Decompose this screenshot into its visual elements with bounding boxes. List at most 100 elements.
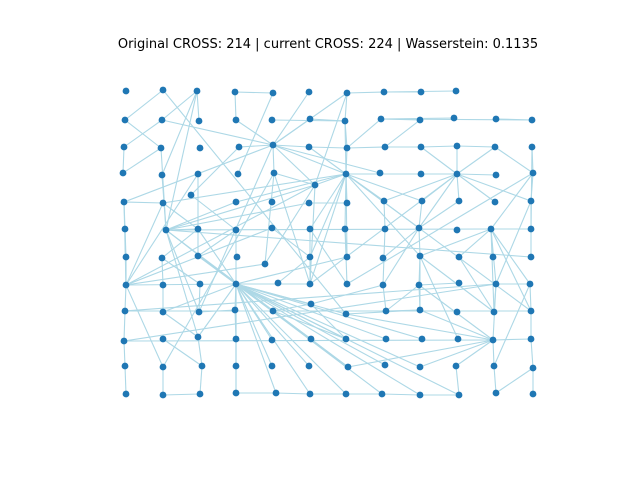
graph-edge bbox=[273, 172, 316, 186]
graph-node bbox=[235, 143, 243, 151]
graph-edge bbox=[161, 257, 201, 285]
graph-edge bbox=[165, 184, 316, 231]
graph-node bbox=[492, 389, 500, 397]
graph-edge bbox=[165, 90, 198, 231]
graph-edge bbox=[275, 392, 311, 395]
graph-edge bbox=[345, 173, 421, 257]
graph-edge bbox=[418, 284, 421, 311]
graph-edge bbox=[165, 228, 492, 231]
graph-node bbox=[492, 171, 500, 179]
graph-node bbox=[490, 308, 498, 316]
graph-edge bbox=[272, 144, 316, 186]
graph-edge bbox=[124, 365, 127, 395]
graph-edge bbox=[418, 173, 458, 229]
graph-node bbox=[527, 307, 535, 315]
graph-edge bbox=[347, 339, 494, 368]
graph-edge bbox=[530, 338, 534, 369]
graph-node bbox=[416, 116, 424, 124]
graph-edge bbox=[264, 172, 275, 265]
graph-node bbox=[381, 143, 389, 151]
graph-edge bbox=[162, 89, 347, 315]
graph-node bbox=[122, 281, 130, 289]
graph-node bbox=[452, 362, 460, 370]
graph-edge bbox=[309, 173, 347, 230]
graph-node bbox=[342, 390, 350, 398]
graph-node bbox=[527, 253, 535, 261]
graph-edge bbox=[419, 339, 494, 368]
graph-node bbox=[232, 226, 240, 234]
graph-edge bbox=[492, 338, 532, 341]
graph-node bbox=[121, 116, 129, 124]
graph-edge bbox=[235, 283, 273, 367]
graph-node bbox=[379, 281, 387, 289]
graph-node bbox=[121, 307, 129, 315]
graph-edge bbox=[344, 120, 348, 149]
graph-node bbox=[268, 336, 276, 344]
graph-edge bbox=[198, 309, 236, 313]
graph-edge bbox=[235, 283, 386, 366]
graph-edge bbox=[161, 119, 274, 146]
graph-node bbox=[418, 197, 426, 205]
graph-node bbox=[342, 335, 350, 343]
graph-node bbox=[416, 306, 424, 314]
graph-node bbox=[492, 115, 500, 123]
graph-edge bbox=[346, 172, 534, 285]
graph-edge bbox=[161, 90, 198, 121]
graph-edge bbox=[123, 283, 497, 342]
graph-node bbox=[159, 335, 167, 343]
graph-node bbox=[231, 306, 239, 314]
graph-node bbox=[528, 143, 536, 151]
graph-edge bbox=[529, 283, 532, 312]
graph-edge bbox=[385, 309, 421, 312]
graph-node bbox=[341, 225, 349, 233]
graph-edge bbox=[124, 228, 127, 258]
graph-node bbox=[122, 87, 130, 95]
graph-edge bbox=[234, 91, 274, 94]
graph-node bbox=[529, 390, 537, 398]
graph-node bbox=[492, 280, 500, 288]
graph-edge bbox=[162, 173, 347, 204]
graph-edge bbox=[382, 227, 420, 286]
graph-edge bbox=[495, 118, 533, 121]
graph-edge bbox=[197, 228, 237, 285]
graph-node bbox=[455, 391, 463, 399]
graph-edge bbox=[419, 309, 494, 341]
graph-edge bbox=[490, 228, 531, 285]
graph-node bbox=[274, 279, 282, 287]
graph-edge bbox=[122, 147, 162, 174]
graph-edge bbox=[161, 228, 199, 259]
graph-edge bbox=[383, 173, 458, 202]
graph-edge bbox=[495, 367, 534, 394]
graph-node bbox=[232, 335, 240, 343]
graph-edge bbox=[456, 145, 496, 148]
graph-edge bbox=[494, 146, 534, 174]
graph-edge bbox=[490, 172, 534, 230]
graph-node bbox=[119, 169, 127, 177]
graph-edge bbox=[314, 92, 348, 186]
graph-node bbox=[529, 169, 537, 177]
graph-edge bbox=[162, 311, 199, 338]
graph-node bbox=[232, 389, 240, 397]
graph-edge bbox=[418, 200, 460, 229]
graph-edge bbox=[273, 172, 311, 285]
graph-node bbox=[158, 254, 166, 262]
graph-node bbox=[528, 116, 536, 124]
graph-node bbox=[307, 335, 315, 343]
graph-node bbox=[162, 226, 170, 234]
graph-edge bbox=[314, 173, 347, 186]
graph-edge bbox=[456, 173, 460, 202]
graph-edge bbox=[161, 257, 164, 286]
graph-node bbox=[453, 142, 461, 150]
graph-node bbox=[307, 300, 315, 308]
graph-edge bbox=[383, 200, 386, 230]
graph-edge bbox=[235, 173, 347, 203]
graph-node bbox=[306, 253, 314, 261]
graph-edge bbox=[238, 144, 274, 148]
graph-edge bbox=[272, 144, 310, 148]
graph-edge bbox=[124, 284, 127, 312]
graph-edge bbox=[419, 228, 492, 257]
graph-edge bbox=[456, 173, 496, 203]
graph-edge bbox=[490, 228, 495, 313]
graph-node bbox=[305, 143, 313, 151]
graph-edge bbox=[162, 202, 199, 230]
